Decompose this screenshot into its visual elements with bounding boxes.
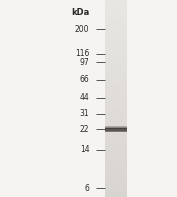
Bar [105,69,127,74]
Bar [105,59,127,64]
Bar [105,128,127,133]
Bar [105,172,127,177]
Bar [105,39,127,44]
Bar [105,79,127,84]
Text: 6: 6 [84,184,89,193]
Bar [105,131,127,132]
Bar [105,108,127,113]
Bar [105,74,127,79]
Bar [105,138,127,143]
Bar [105,123,127,128]
Bar [105,44,127,49]
Bar [105,113,127,118]
Bar [105,126,127,127]
Bar [105,158,127,163]
Bar [105,130,127,131]
Bar [105,177,127,182]
Text: 97: 97 [80,58,89,67]
Text: 200: 200 [75,25,89,34]
Text: 116: 116 [75,49,89,59]
Bar [105,127,127,128]
Bar [105,10,127,15]
Text: kDa: kDa [71,7,89,17]
Bar [105,0,127,5]
Bar [105,148,127,153]
Bar [105,54,127,59]
Bar [105,118,127,123]
Text: 14: 14 [80,145,89,154]
Bar [105,25,127,30]
Bar [105,153,127,158]
Bar [105,131,127,132]
Bar [105,84,127,89]
Bar [105,5,127,10]
Bar [105,133,127,138]
Bar [105,130,127,131]
Bar [105,167,127,172]
Text: 31: 31 [80,109,89,118]
Text: 22: 22 [80,125,89,134]
Bar [105,49,127,54]
Bar [105,34,127,39]
Bar [105,89,127,94]
Bar [105,127,127,128]
Bar [105,30,127,34]
Bar [105,187,127,192]
Bar [105,128,127,129]
Bar [105,98,127,103]
Bar [105,182,127,187]
Bar [105,94,127,98]
Bar [105,129,127,130]
Text: 44: 44 [80,93,89,102]
Bar [105,103,127,108]
Bar [105,128,127,129]
Bar [105,143,127,148]
Bar [105,163,127,167]
Bar [105,192,127,197]
Bar [105,20,127,25]
Text: 66: 66 [80,75,89,84]
Bar [105,64,127,69]
Bar [105,15,127,20]
